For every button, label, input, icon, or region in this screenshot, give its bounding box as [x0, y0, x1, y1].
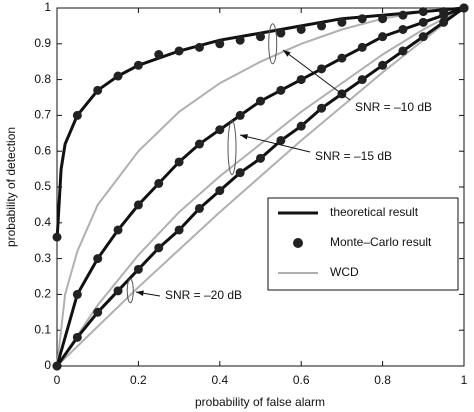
marker: [276, 85, 286, 95]
marker: [72, 289, 82, 299]
marker: [296, 24, 306, 34]
annotation-ellipse: [268, 23, 278, 65]
marker: [133, 264, 143, 274]
marker: [357, 42, 367, 52]
y-tick-label: 0.1: [34, 322, 51, 336]
marker: [194, 42, 204, 52]
marker: [194, 203, 204, 213]
marker: [113, 71, 123, 81]
y-tick-label: 0.8: [34, 72, 51, 86]
y-tick-label: 0.7: [34, 108, 51, 122]
y-axis-label: probability of detection: [4, 127, 18, 247]
x-tick-label: 0.4: [211, 373, 228, 387]
y-tick-label: 0.6: [34, 143, 51, 157]
marker: [235, 110, 245, 120]
marker: [215, 186, 225, 196]
marker: [418, 32, 428, 42]
annotation: SNR = –20 dB: [165, 288, 242, 302]
marker: [378, 60, 388, 70]
marker: [154, 50, 164, 60]
marker: [174, 157, 184, 167]
marker: [398, 10, 408, 20]
legend-label: theoretical result: [330, 205, 419, 219]
annotation-arrowhead: [136, 290, 144, 296]
marker: [276, 28, 286, 38]
marker: [439, 17, 449, 27]
marker: [174, 225, 184, 235]
marker: [398, 24, 408, 34]
marker: [215, 125, 225, 135]
marker: [276, 135, 286, 145]
marker: [72, 110, 82, 120]
x-tick-label: 0.2: [130, 373, 147, 387]
marker: [133, 200, 143, 210]
marker: [357, 14, 367, 24]
y-tick-label: 0: [44, 358, 51, 372]
annotation-arrowhead: [240, 134, 248, 140]
y-tick-label: 0.5: [34, 179, 51, 193]
marker: [337, 17, 347, 27]
marker: [378, 32, 388, 42]
marker: [154, 243, 164, 253]
y-tick-label: 0.2: [34, 287, 51, 301]
marker: [113, 225, 123, 235]
marker: [194, 139, 204, 149]
x-tick-label: 0.8: [374, 373, 391, 387]
curve: [56, 7, 465, 367]
marker: [93, 307, 103, 317]
marker: [215, 39, 225, 49]
marker: [72, 332, 82, 342]
curve: [56, 7, 465, 367]
marker: [439, 10, 449, 20]
annotation-arrowhead: [283, 50, 291, 57]
y-tick-label: 0.3: [34, 251, 51, 265]
marker: [133, 60, 143, 70]
marker: [418, 17, 428, 27]
marker: [357, 75, 367, 85]
marker: [256, 153, 265, 163]
marker: [459, 3, 469, 13]
marker: [317, 64, 327, 74]
marker: [317, 21, 327, 31]
x-tick-label: 0.6: [293, 373, 310, 387]
y-tick-label: 1: [44, 0, 51, 14]
marker: [93, 85, 103, 95]
marker: [398, 46, 408, 56]
annotation: SNR = –10 dB: [355, 100, 432, 114]
y-tick-label: 0.9: [34, 36, 51, 50]
marker: [418, 7, 428, 17]
marker: [378, 14, 388, 24]
marker: [154, 178, 164, 188]
legend-swatch: [293, 238, 303, 248]
marker: [52, 232, 62, 242]
marker: [93, 254, 103, 264]
annotation-ellipse: [227, 120, 237, 176]
marker: [317, 103, 327, 113]
marker: [256, 32, 265, 42]
marker: [337, 53, 347, 63]
legend-label: WCD: [330, 265, 359, 279]
marker: [235, 35, 245, 45]
marker: [113, 286, 123, 296]
y-tick-label: 0.4: [34, 215, 51, 229]
legend-label: Monte–Carlo result: [330, 235, 432, 249]
marker: [296, 75, 306, 85]
annotation-ellipse: [126, 278, 134, 304]
marker: [174, 46, 184, 56]
marker: [52, 361, 62, 371]
marker: [296, 121, 306, 131]
x-tick-label: 0: [54, 373, 61, 387]
annotation-arrow: [239, 134, 311, 153]
annotation-arrow: [282, 49, 351, 101]
marker: [256, 96, 265, 106]
x-tick-label: 1: [461, 373, 468, 387]
curve: [56, 7, 465, 367]
x-axis-label: probability of false alarm: [195, 395, 325, 409]
annotation: SNR = –15 dB: [315, 149, 392, 163]
marker: [235, 168, 245, 178]
